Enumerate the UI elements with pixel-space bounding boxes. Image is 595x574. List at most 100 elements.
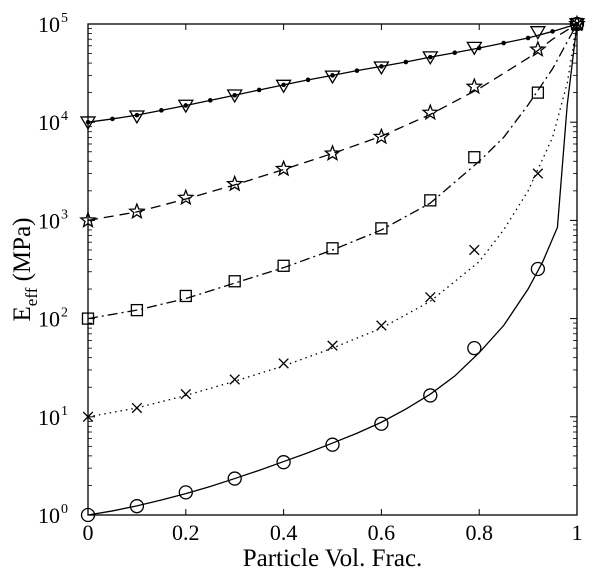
x-marker: [425, 291, 436, 303]
x-tick-label: 0.6: [368, 520, 396, 545]
x-marker: [229, 374, 240, 385]
line-dot: [232, 92, 237, 98]
y-axis-title: Eeff (MPa): [9, 218, 41, 322]
series-line: [87, 23, 578, 516]
square-marker: [228, 275, 241, 288]
triangle-marker: [373, 61, 390, 76]
y-tick-label-base: 10: [38, 307, 60, 332]
triangle-marker: [324, 70, 341, 85]
x-marker: [376, 320, 387, 331]
plot-frame: [87, 23, 578, 516]
y-tick-label-base: 10: [38, 110, 60, 135]
triangle-marker: [275, 79, 292, 94]
line-dot: [305, 77, 311, 83]
y-tick-label-exponent: 2: [61, 306, 68, 321]
triangle-marker: [466, 41, 483, 56]
series-2: [82, 18, 583, 423]
x-marker: [180, 388, 192, 400]
star-marker: [176, 188, 195, 206]
series-line: [87, 23, 578, 418]
star-marker: [274, 159, 293, 177]
triangle-marker: [422, 51, 439, 66]
square-marker: [375, 222, 388, 235]
star-marker: [529, 40, 547, 58]
circle-marker: [276, 455, 291, 470]
square-marker: [130, 303, 144, 317]
square-marker: [179, 289, 192, 303]
x-marker: [131, 402, 143, 414]
line-dot: [281, 82, 286, 88]
square-marker: [468, 151, 481, 164]
line-dot: [354, 68, 360, 73]
circle-marker: [423, 388, 438, 403]
series-1: [80, 16, 585, 523]
circle-marker: [227, 471, 242, 486]
y-tick-label-exponent: 4: [61, 109, 68, 124]
circle-marker: [374, 416, 389, 431]
x-tick-label: 0: [83, 520, 94, 545]
y-tick-label: 10: [38, 503, 60, 528]
y-tick-label-base: 10: [38, 405, 60, 430]
y-axis-title-subscript: eff: [22, 287, 41, 306]
y-tick-label: 10: [38, 307, 60, 332]
series-3: [81, 17, 584, 325]
x-axis-title: Particle Vol. Frac.: [243, 545, 423, 572]
line-dot: [183, 103, 189, 108]
line-dot: [256, 87, 262, 93]
x-tick-label: 1: [572, 520, 583, 545]
line-dot: [525, 35, 531, 41]
y-axis-title-unit: (MPa): [9, 218, 36, 288]
star-marker: [421, 103, 440, 121]
x-marker: [469, 244, 480, 256]
line-dot: [379, 64, 384, 69]
y-axis-title-main: E: [9, 306, 36, 321]
y-tick-label: 10: [38, 208, 60, 233]
y-tick-label-exponent: 3: [61, 207, 68, 222]
x-axis-ticks: 0 0.2 0.4 0.6 0.8 1: [83, 24, 583, 545]
circle-marker: [467, 341, 482, 356]
y-tick-label-base: 10: [38, 503, 60, 528]
series-5: [79, 18, 586, 131]
y-tick-label-exponent: 0: [61, 502, 68, 517]
x-marker: [532, 168, 544, 179]
square-marker: [277, 259, 290, 272]
x-marker: [327, 340, 338, 351]
line-dot: [428, 54, 433, 60]
line-dot: [207, 98, 213, 103]
square-marker: [424, 194, 437, 207]
triangle-marker: [226, 89, 243, 104]
y-tick-label-exponent: 5: [61, 11, 68, 26]
x-marker: [278, 358, 289, 369]
y-tick-label: 10: [38, 12, 60, 37]
series-4: [79, 14, 586, 228]
line-dot: [330, 73, 335, 78]
line-dot: [159, 108, 164, 113]
star-marker: [128, 202, 146, 220]
triangle-marker: [128, 110, 146, 125]
star-marker: [323, 144, 342, 162]
circle-marker: [178, 485, 193, 500]
circle-marker: [530, 261, 546, 277]
star-marker: [225, 174, 244, 192]
circle-marker: [129, 499, 145, 514]
series-layer: [79, 14, 586, 523]
circle-marker: [325, 437, 340, 452]
square-marker: [531, 86, 545, 99]
square-marker: [326, 242, 339, 255]
line-dot: [501, 40, 506, 46]
line-dot: [550, 29, 555, 34]
line-dot: [134, 112, 140, 118]
star-marker: [465, 77, 484, 95]
y-tick-label-base: 10: [38, 208, 60, 233]
triangle-marker: [177, 99, 194, 114]
line-dot: [403, 59, 409, 65]
y-tick-label-exponent: 1: [61, 404, 68, 419]
line-dot: [452, 50, 458, 56]
y-tick-label: 10: [38, 405, 60, 430]
series-line: [87, 23, 578, 222]
triangle-marker: [568, 18, 586, 32]
y-tick-label: 10: [38, 110, 60, 135]
x-tick-label: 0.8: [465, 520, 493, 545]
